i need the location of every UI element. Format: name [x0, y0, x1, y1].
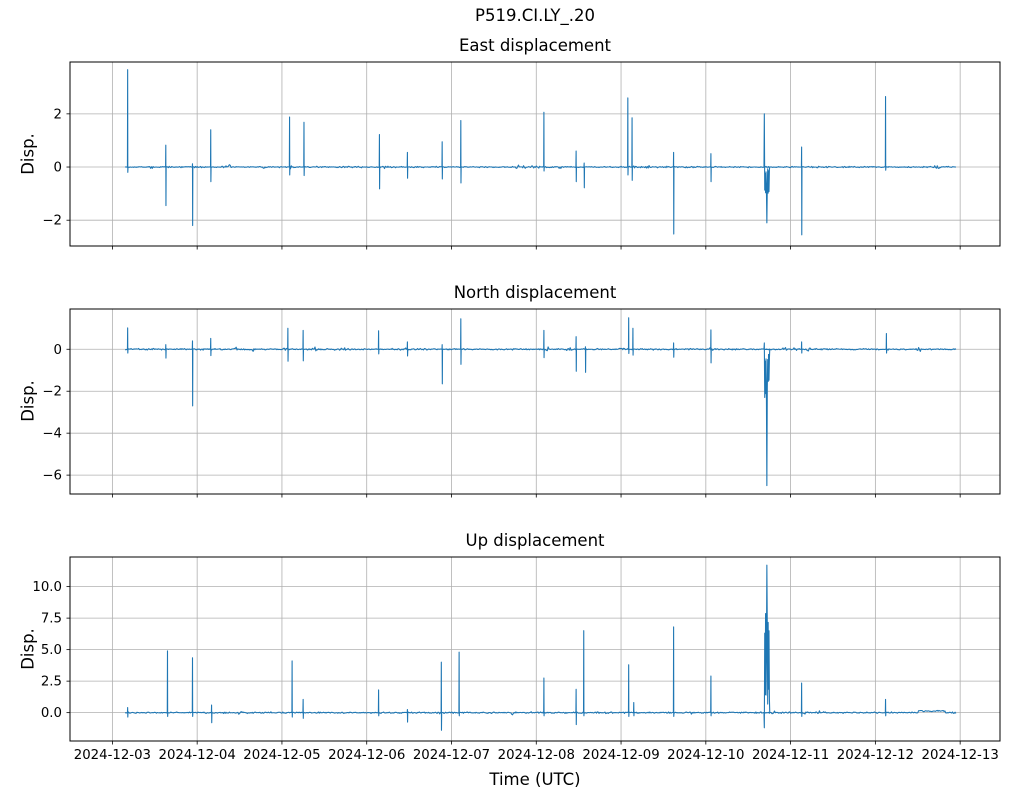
x-tick-label: 2024-12-09 — [582, 748, 659, 763]
y-tick-label: 2.5 — [41, 675, 62, 690]
y-tick-label: 7.5 — [41, 612, 62, 627]
y-tick-label: 10.0 — [32, 580, 62, 595]
subplot-north: −6 −4 −2 0 — [42, 308, 1001, 498]
series-line — [125, 317, 957, 487]
y-tick-label: −2 — [42, 385, 62, 400]
x-tick-label: 2024-12-06 — [328, 748, 405, 763]
y-tick-label: 0 — [54, 343, 62, 358]
y-tick-label: −6 — [42, 469, 62, 484]
axes-border — [69, 556, 1001, 742]
series-line — [124, 564, 957, 731]
subplot-title-east: East displacement — [458, 36, 612, 55]
x-tick-label: 2024-12-04 — [159, 748, 236, 763]
x-tick-label: 2024-12-10 — [667, 748, 744, 763]
subplot-title-up: Up displacement — [465, 531, 605, 550]
y-tick-label: 2 — [54, 107, 62, 122]
y-tick-label: −2 — [42, 214, 62, 229]
x-tick-label: 2024-12-05 — [243, 748, 320, 763]
series-line — [124, 69, 956, 236]
x-tick-label: 2024-12-12 — [837, 748, 914, 763]
subplot-east: −2 0 2 — [42, 61, 1001, 250]
y-tick-label: 0.0 — [41, 706, 62, 721]
y-axis-label-up: Disp. — [18, 628, 38, 670]
x-tick-label: 2024-12-11 — [752, 748, 829, 763]
figure-title: P519.CI.LY_.20 — [475, 6, 595, 25]
subplot-title-north: North displacement — [453, 283, 617, 302]
x-tick-label: 2024-12-07 — [413, 748, 490, 763]
subplot-up: 2024-12-03 2024-12-04 2024-12-05 2024-12-06… — [32, 556, 1001, 763]
axes-border — [69, 61, 1001, 247]
y-tick-label: 0 — [54, 161, 62, 176]
x-axis-label: Time (UTC) — [489, 770, 581, 789]
y-axis-label-north: Disp. — [18, 380, 38, 422]
y-tick-label: 5.0 — [41, 643, 62, 658]
x-tick-label: 2024-12-13 — [922, 748, 999, 763]
x-tick-label: 2024-12-08 — [498, 748, 575, 763]
x-tick-label: 2024-12-03 — [74, 748, 151, 763]
axes-border — [69, 308, 1001, 495]
y-axis-label-east: Disp. — [18, 133, 38, 175]
y-tick-label: −4 — [42, 427, 62, 442]
